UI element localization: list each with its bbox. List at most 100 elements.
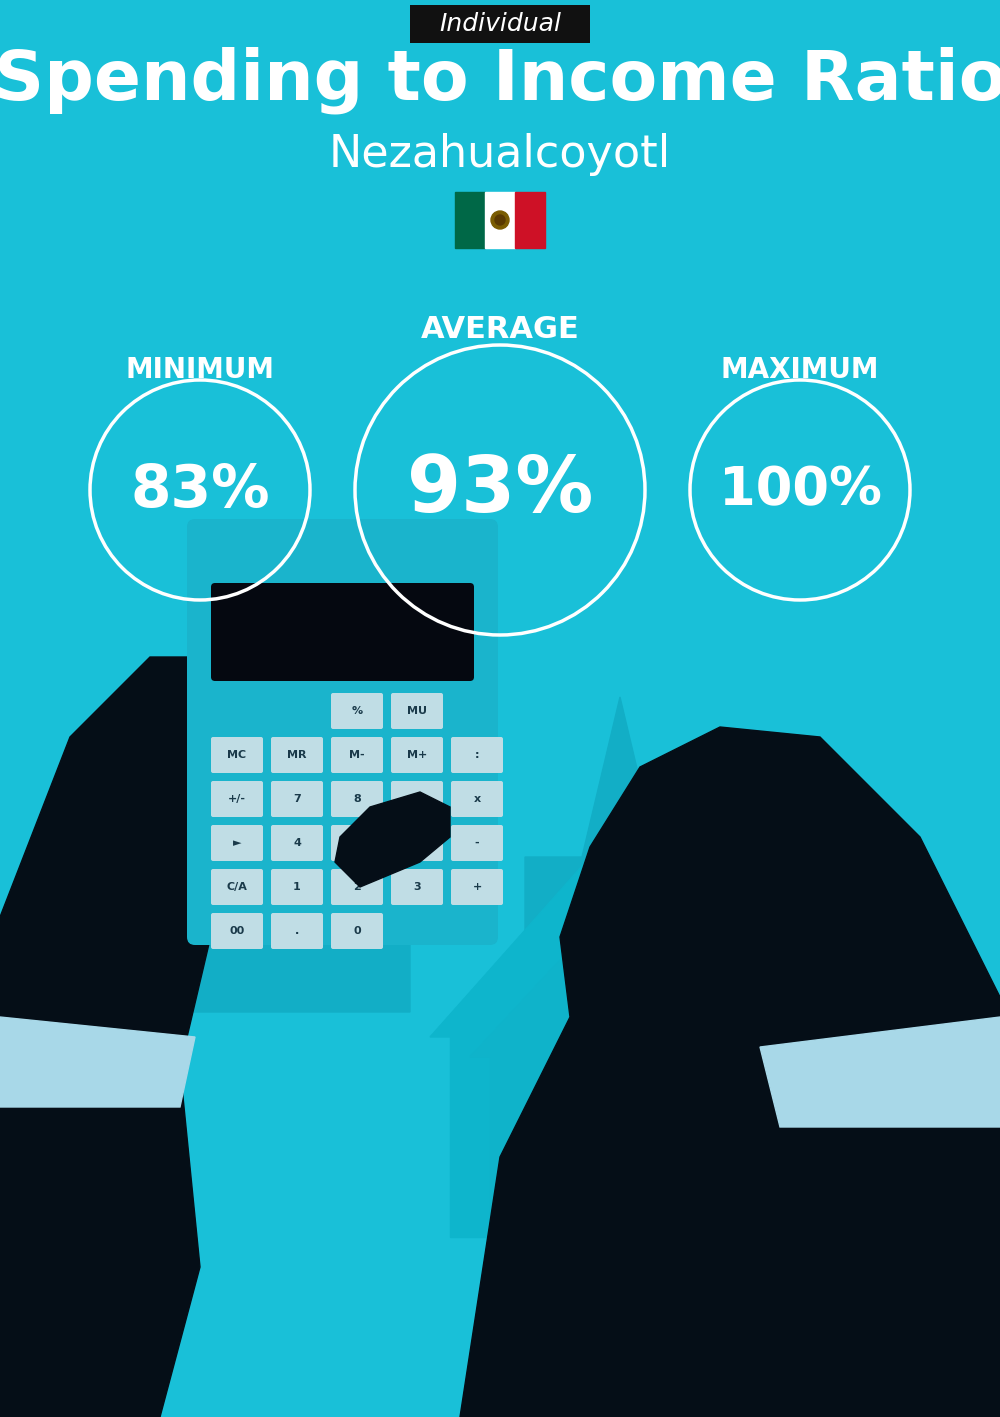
Bar [760,1195,890,1204]
Bar [485,191,515,248]
FancyBboxPatch shape [331,781,383,818]
FancyBboxPatch shape [410,6,590,43]
Bar [760,1146,890,1158]
Text: AVERAGE: AVERAGE [421,316,579,344]
Text: MAXIMUM: MAXIMUM [721,356,879,384]
Bar [455,191,485,248]
FancyBboxPatch shape [211,582,474,682]
FancyBboxPatch shape [391,693,443,728]
Circle shape [495,215,505,225]
Text: 3: 3 [413,881,421,891]
Bar [856,1066,884,1087]
Bar [760,1207,890,1217]
Bar [515,191,545,248]
Text: -: - [475,837,479,847]
FancyBboxPatch shape [211,913,263,949]
Text: +: + [472,881,482,891]
Bar [760,1159,890,1169]
Text: +/-: +/- [228,794,246,803]
Text: 00: 00 [229,925,245,937]
FancyBboxPatch shape [391,737,443,774]
Text: MR: MR [287,750,307,760]
Bar [752,988,788,1017]
FancyBboxPatch shape [187,519,498,945]
Text: 2: 2 [353,881,361,891]
Bar [760,1159,890,1169]
FancyBboxPatch shape [271,825,323,862]
FancyBboxPatch shape [331,825,383,862]
FancyBboxPatch shape [451,737,503,774]
Text: 83%: 83% [130,462,270,519]
Bar [545,1168,590,1267]
Text: M+: M+ [407,750,427,760]
Bar [450,1037,730,1237]
Bar [760,1146,890,1158]
Bar [760,1135,890,1145]
FancyBboxPatch shape [211,737,263,774]
Text: $: $ [859,1122,881,1152]
Text: 7: 7 [293,794,301,803]
Text: 93%: 93% [407,452,593,529]
Text: 5: 5 [353,837,361,847]
Text: 4: 4 [293,837,301,847]
Text: ►: ► [233,837,241,847]
Text: %: % [351,706,363,716]
Polygon shape [175,657,230,767]
FancyBboxPatch shape [391,781,443,818]
FancyBboxPatch shape [391,869,443,905]
Text: C/A: C/A [227,881,247,891]
FancyBboxPatch shape [331,693,383,728]
Polygon shape [770,786,910,1047]
FancyBboxPatch shape [211,869,263,905]
Text: M-: M- [349,750,365,760]
Bar [760,1183,890,1193]
FancyBboxPatch shape [451,781,503,818]
FancyBboxPatch shape [331,913,383,949]
Text: MC: MC [227,750,247,760]
Bar [760,1170,890,1180]
Text: 8: 8 [353,794,361,803]
Polygon shape [470,917,730,1057]
Bar [760,1135,890,1145]
FancyBboxPatch shape [211,781,263,818]
FancyBboxPatch shape [271,869,323,905]
Text: .: . [295,925,299,937]
Text: x: x [473,794,481,803]
Polygon shape [0,657,310,1417]
Text: MU: MU [407,706,427,716]
Bar [640,937,675,1007]
Polygon shape [760,1017,1000,1127]
Bar [760,1124,890,1134]
FancyBboxPatch shape [211,825,263,862]
FancyBboxPatch shape [451,869,503,905]
Polygon shape [190,662,410,1012]
Text: $: $ [755,1066,786,1108]
Polygon shape [0,1017,195,1107]
FancyBboxPatch shape [391,825,443,862]
Bar [760,1207,890,1217]
Polygon shape [430,857,750,1037]
Bar [760,1195,890,1204]
Bar [760,1124,890,1134]
Polygon shape [525,697,715,1017]
Text: :: : [475,750,479,760]
Text: 9: 9 [413,794,421,803]
Circle shape [815,1083,925,1192]
Circle shape [695,1012,845,1162]
Bar [760,1183,890,1193]
Text: Spending to Income Ratio: Spending to Income Ratio [0,47,1000,113]
Circle shape [491,211,509,230]
Text: 100%: 100% [719,463,881,516]
Bar [490,1057,710,1267]
FancyBboxPatch shape [331,869,383,905]
Text: 6: 6 [413,837,421,847]
FancyBboxPatch shape [451,825,503,862]
Text: MINIMUM: MINIMUM [126,356,274,384]
Text: 0: 0 [353,925,361,937]
Bar [760,1170,890,1180]
FancyBboxPatch shape [271,913,323,949]
Polygon shape [335,792,450,887]
Polygon shape [460,727,1000,1417]
Polygon shape [185,737,360,837]
Bar [610,1168,655,1267]
